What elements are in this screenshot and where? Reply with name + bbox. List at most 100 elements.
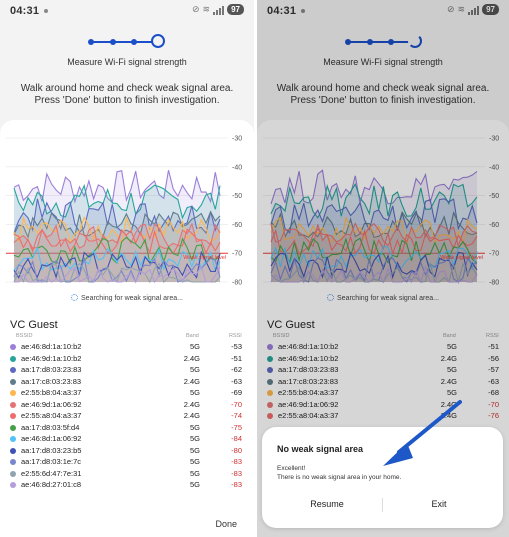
mute-icon: ⊘ <box>447 4 455 14</box>
y-axis-tick-label: -50 <box>232 193 242 200</box>
signal-area <box>271 212 477 282</box>
rssi-value: -68 <box>488 388 499 397</box>
band-value: 2.4G <box>183 353 200 363</box>
rssi-value: -69 <box>231 388 242 397</box>
mute-icon: ⊘ <box>192 4 200 14</box>
bssid-value: ae:46:8d:27:01:c8 <box>21 480 82 489</box>
rssi-value: -80 <box>231 445 242 455</box>
series-color-dot <box>10 355 16 362</box>
step-dot-3 <box>131 39 137 45</box>
bssid-value: e2:55:a8:04:a3:37 <box>21 411 82 420</box>
access-point-row: e2:55:b8:04:a3:37 5G -68 <box>267 387 501 399</box>
access-point-row: aa:17:c8:03:23:83 2.4G -63 <box>10 376 246 388</box>
wifi-scan-screen-left: 04:31 ⊘ ≋ 97 Measure Wi-Fi signal streng… <box>0 0 254 537</box>
y-axis-tick-label: -80 <box>489 280 499 287</box>
series-color-dot <box>10 447 16 454</box>
bssid-value: aa:17:d8:03:5f:d4 <box>21 422 80 432</box>
band-value: 5G <box>189 388 200 397</box>
access-point-row: ae:46:8d:1a:06:92 5G -84 <box>10 433 246 445</box>
series-color-dot <box>10 367 16 373</box>
signal-trace-line <box>270 245 478 271</box>
series-color-dot <box>267 378 273 385</box>
band-value: 5G <box>446 365 457 374</box>
step-loading-spinner-icon <box>408 34 422 48</box>
signal-trace-line <box>270 261 478 285</box>
access-point-row: ae:46:8d:1a:10:b2 5G -53 <box>10 341 246 353</box>
dialog-title: No weak signal area <box>277 444 364 454</box>
signal-strength-chart: -30 -40 -50 -60 -70 -80 Weak signal level <box>6 136 242 287</box>
battery-icon: 97 <box>227 4 244 15</box>
access-point-row: aa:17:d8:03:23:83 5G -62 <box>10 364 246 376</box>
bssid-value: aa:17:d8:03:23:b5 <box>21 445 82 455</box>
exit-button[interactable]: Exit <box>431 499 447 509</box>
band-value: 5G <box>189 480 200 489</box>
bssid-value: ae:46:9d:1a:10:b2 <box>278 353 339 363</box>
status-bar: 04:31 ⊘ ≋ 97 <box>0 0 254 22</box>
rssi-value: -63 <box>488 376 499 386</box>
step-current-ring <box>151 34 165 48</box>
dialog-button-divider <box>382 498 383 512</box>
band-value: 5G <box>189 445 200 455</box>
signal-strength-chart: -30 -40 -50 -60 -70 -80 Weak signal level <box>263 136 499 287</box>
status-icons: ⊘ ≋ 97 <box>192 4 244 15</box>
rssi-value: -70 <box>231 399 242 409</box>
step-dot-1 <box>345 39 351 45</box>
series-color-dot <box>267 401 273 408</box>
signal-area <box>14 211 220 282</box>
signal-trace-line <box>270 251 478 280</box>
band-value: 5G <box>189 422 200 432</box>
bssid-value: ae:46:8d:1a:10:b2 <box>278 342 339 351</box>
access-point-row: aa:17:d8:03:23:83 5G -57 <box>267 364 501 376</box>
signal-trace-line <box>270 169 478 205</box>
series-color-dot <box>267 344 273 350</box>
progress-stepper <box>257 34 509 50</box>
notification-dot-icon <box>301 9 305 13</box>
instruction-text: Walk around home and check weak signal a… <box>276 83 490 106</box>
signal-trace-line <box>13 250 221 280</box>
signal-trace-line <box>13 210 221 239</box>
band-value: 2.4G <box>183 399 200 409</box>
network-name: VC Guest <box>267 319 315 331</box>
column-header-bssid: BSSID <box>273 333 290 339</box>
rssi-value: -70 <box>488 399 499 409</box>
signal-trace-line <box>270 198 478 234</box>
access-point-list: ae:46:8d:1a:10:b2 5G -53 ae:46:9d:1a:10:b2 2… <box>10 341 246 491</box>
rssi-value: -83 <box>231 457 242 466</box>
rssi-value: -56 <box>488 353 499 363</box>
wifi-icon: ≋ <box>202 4 211 14</box>
rssi-value: -76 <box>488 411 499 420</box>
results-card: -30 -40 -50 -60 -70 -80 Weak signal level Sear… <box>0 120 254 537</box>
access-point-row: aa:17:d8:03:23:b5 5G -80 <box>10 445 246 457</box>
series-color-dot <box>10 378 16 385</box>
access-point-row: aa:17:c8:03:23:83 2.4G -63 <box>267 376 501 388</box>
series-color-dot <box>10 424 16 431</box>
band-value: 5G <box>189 457 200 466</box>
access-point-row: aa:17:d8:03:1e:7c 5G -83 <box>10 456 246 468</box>
rssi-value: -83 <box>231 468 242 478</box>
bssid-value: aa:17:c8:03:23:83 <box>21 376 82 386</box>
rssi-value: -74 <box>231 411 242 420</box>
status-icons: ⊘ ≋ 97 <box>447 4 499 15</box>
step-dot-3 <box>388 39 394 45</box>
signal-trace-line <box>270 237 478 265</box>
band-value: 5G <box>189 434 200 443</box>
rssi-value: -53 <box>231 342 242 351</box>
scanning-spinner-icon <box>71 294 79 301</box>
y-axis-tick-label: -50 <box>489 193 499 200</box>
done-button[interactable]: Done <box>215 519 237 529</box>
battery-icon: 97 <box>482 4 499 15</box>
status-time: 04:31 <box>267 5 297 17</box>
signal-trace-line <box>270 222 478 248</box>
y-axis-tick-label: -70 <box>232 251 242 258</box>
bssid-value: e2:55:b8:04:a3:37 <box>21 388 82 397</box>
access-point-row: ae:46:8d:1a:10:b2 5G -51 <box>267 341 501 353</box>
weak-signal-label: Weak signal level <box>183 255 226 261</box>
column-header-bssid: BSSID <box>16 333 33 339</box>
bssid-value: aa:17:c8:03:23:83 <box>278 376 339 386</box>
resume-button[interactable]: Resume <box>310 499 344 509</box>
column-header-rssi: RSSI <box>229 333 242 339</box>
step-dot-2 <box>110 39 116 45</box>
rssi-value: -51 <box>488 342 499 351</box>
bssid-value: aa:17:d8:03:1e:7c <box>21 457 82 466</box>
rssi-value: -51 <box>231 353 242 363</box>
